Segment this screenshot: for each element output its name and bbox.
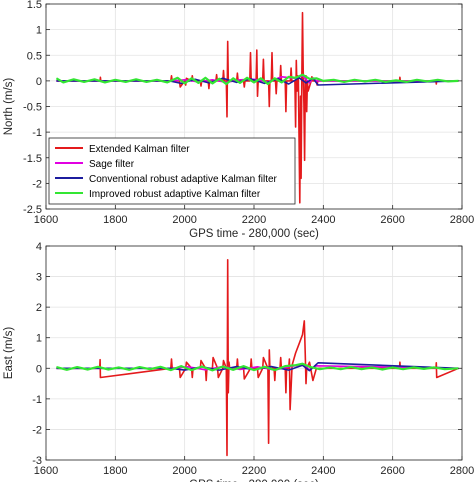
x-tick-label: 2000 — [172, 214, 196, 226]
y-tick-label: 0.5 — [27, 50, 42, 62]
chart-panel-2: 1600 1800 2000 2200 2400 2600 2800 -3 -2 -1 0 1 2 3 4 G… — [3, 241, 474, 482]
x-axis-label: GPS time - 280,000 (sec) — [189, 479, 319, 482]
x-axis-label: GPS time - 280,000 (sec) — [189, 228, 319, 240]
y-tick-label: -1.5 — [23, 153, 42, 165]
legend-entry: Extended Kalman filter — [89, 144, 190, 155]
y-tick-label: 0 — [36, 363, 42, 375]
x-tick-label: 2000 — [172, 465, 196, 477]
y-tick-label: -1 — [32, 394, 42, 406]
x-tick-label: 1800 — [103, 465, 127, 477]
x-tick-label: 2600 — [380, 214, 404, 226]
chart-panel-1: 1600 1800 2000 2200 2400 2600 2800 -2.5 -2 -1.5 -1… — [3, 0, 474, 240]
legend-entry: Conventional robust adaptive Kalman filt… — [89, 174, 278, 185]
x-tick-label: 2200 — [242, 465, 266, 477]
y-tick-label: 4 — [36, 241, 42, 253]
y-tick-label: 0 — [36, 76, 42, 88]
x-tick-label: 2200 — [242, 214, 266, 226]
y-axis-label: East (m/s) — [3, 327, 15, 380]
y-axis-label: North (m/s) — [3, 78, 15, 136]
legend-box — [48, 137, 296, 205]
x-tick-label: 2600 — [380, 465, 404, 477]
x-tick-label: 2400 — [311, 214, 335, 226]
y-tick-label: -2.5 — [23, 204, 42, 216]
legend: Extended Kalman filter Sage filter Convent… — [48, 137, 296, 205]
x-tick-label: 2400 — [311, 465, 335, 477]
x-tick-label: 2800 — [450, 214, 474, 226]
y-tick-label: -3 — [32, 455, 42, 467]
y-tick-label: -1 — [32, 127, 42, 139]
y-tick-label: 1 — [36, 333, 42, 345]
y-tick-label: 3 — [36, 272, 42, 284]
y-tick-label: -2 — [32, 424, 42, 436]
y-tick-label: -0.5 — [23, 102, 42, 114]
x-tick-label: 1600 — [34, 465, 58, 477]
y-tick-label: -2 — [32, 178, 42, 190]
y-tick-label: 1 — [36, 25, 42, 37]
x-tick-label: 1800 — [103, 214, 127, 226]
legend-entry: Sage filter — [89, 159, 135, 170]
series-line-improved-robust-adaptive-kalman-filter — [55, 73, 459, 86]
x-tick-label: 2800 — [450, 465, 474, 477]
y-tick-label: 1.5 — [27, 0, 42, 11]
x-tick-label: 1600 — [34, 214, 58, 226]
series-line-improved-robust-adaptive-kalman-filter — [56, 362, 459, 372]
y-tick-label: 2 — [36, 302, 42, 314]
legend-entry: Improved robust adaptive Kalman filter — [89, 189, 261, 200]
